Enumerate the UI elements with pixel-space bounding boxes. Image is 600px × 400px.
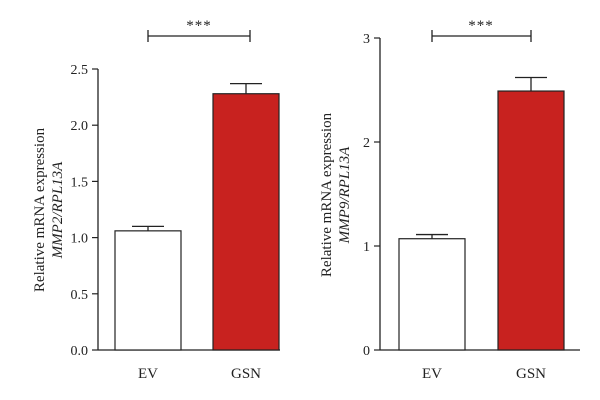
ytick-label-left: 1.0 (71, 232, 89, 247)
ylabel-right-line1: Relative mRNA expression (319, 112, 335, 277)
ytick-label-right: 1 (363, 240, 370, 255)
sig-stars-right: *** (468, 18, 494, 34)
ytick-label-right: 0 (363, 344, 370, 359)
xtick-label-gsn-left: GSN (231, 366, 261, 382)
bar-ev-left (114, 230, 182, 351)
sig-stars-left: *** (186, 18, 212, 34)
ylabel-right-line2: MMP9/RPL13A (337, 146, 353, 244)
significance-left: *** (147, 18, 251, 42)
chart-left: Relative mRNA expression MMP2/RPL13A 0.0… (32, 18, 280, 382)
xtick-label-ev-left: EV (138, 366, 158, 382)
ytick-label-left: 0.5 (71, 288, 89, 303)
ylabel-left-line1: Relative mRNA expression (32, 127, 48, 292)
bar-gsn-right (497, 90, 565, 351)
xtick-label-gsn-right: GSN (516, 366, 546, 382)
xticks-right: EV GSN (422, 366, 546, 382)
yticks-left: 0.0 0.5 1.0 1.5 2.0 2.5 (71, 63, 98, 359)
ylabel-left-line2: MMP2/RPL13A (50, 161, 66, 259)
bar-ev-right (398, 238, 466, 351)
bars-left (114, 82, 280, 351)
bar-gsn-left (212, 93, 280, 351)
ytick-label-left: 2.0 (71, 119, 89, 134)
ytick-label-left: 1.5 (71, 175, 89, 190)
yticks-right: 0 1 2 3 (363, 32, 380, 359)
ytick-label-right: 3 (363, 32, 370, 47)
xtick-label-ev-right: EV (422, 366, 442, 382)
ytick-label-left: 0.0 (71, 344, 89, 359)
bars-right (398, 76, 565, 351)
significance-right: *** (431, 18, 532, 42)
chart-right: Relative mRNA expression MMP9/RPL13A 0 1 2… (319, 18, 580, 382)
ytick-label-right: 2 (363, 136, 370, 151)
ytick-label-left: 2.5 (71, 63, 89, 78)
xticks-left: EV GSN (138, 366, 261, 382)
